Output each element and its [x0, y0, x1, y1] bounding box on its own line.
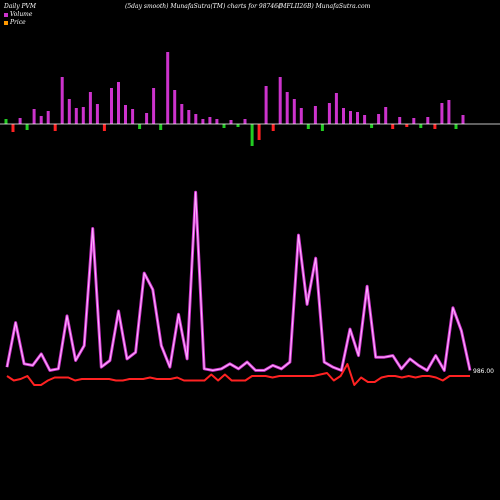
legend-volume-label: Volume [10, 11, 33, 18]
volume-bar [117, 82, 120, 124]
chart-header-center: (5day smooth) MunafaSutra(TM) charts for… [125, 3, 282, 10]
legend-price-swatch [4, 20, 8, 25]
volume-bar [250, 124, 254, 146]
volume-bar [201, 119, 205, 124]
volume-bars [4, 52, 465, 146]
volume-bar [124, 105, 127, 124]
volume-bar [440, 103, 444, 124]
volume-bar [60, 77, 64, 124]
volume-bar [194, 114, 198, 124]
volume-bar [377, 114, 381, 124]
volume-bar [412, 118, 416, 124]
volume-bar [138, 124, 142, 129]
volume-bar [67, 99, 71, 124]
volume-bar [342, 108, 345, 124]
volume-bar [180, 104, 184, 124]
volume-bar [46, 111, 50, 124]
volume-bar [18, 118, 22, 124]
volume-bar [110, 88, 113, 124]
volume-bar [159, 124, 163, 130]
volume-bar [131, 109, 135, 124]
volume-bar [391, 124, 395, 129]
volume-bar [320, 124, 324, 131]
volume-bar [363, 115, 367, 124]
price-line [6, 363, 470, 386]
volume-bar [236, 124, 240, 127]
volume-bar [405, 124, 409, 127]
legend-price: Price [4, 19, 26, 26]
volume-bar [229, 120, 233, 124]
volume-bar [4, 119, 8, 124]
legend-volume-swatch [4, 12, 8, 17]
volume-bar [243, 119, 247, 124]
chart-header-left: Daily PVM [4, 3, 37, 10]
volume-bar [215, 119, 219, 124]
volume-bar [370, 124, 374, 128]
volume-bar [88, 92, 92, 124]
chart-header-right: (MFLII26B) MunafaSutra.com [278, 3, 371, 10]
volume-bar [222, 124, 226, 128]
volume-bar [271, 124, 275, 131]
volume-bar [433, 124, 437, 129]
volume-bar [81, 107, 85, 124]
volume-bar [166, 52, 170, 124]
volume-bar [426, 117, 430, 124]
volume-bar [306, 124, 310, 129]
volume-bar [95, 104, 99, 124]
volume-bar [454, 124, 458, 129]
volume-bar [313, 106, 317, 124]
volume-bar [264, 86, 268, 124]
volume-bar [53, 124, 57, 131]
volume-bar [152, 88, 156, 124]
volume-bar [327, 103, 331, 124]
volume-bar [285, 92, 289, 124]
last-price-label: 986.00 [473, 368, 494, 375]
volume-bar [145, 113, 149, 124]
volume-bar [74, 108, 78, 124]
volume-bar [447, 100, 451, 124]
volume-bar [39, 116, 43, 124]
volume-bar [356, 112, 359, 124]
legend-volume: Volume [4, 11, 32, 18]
volume-bar [208, 117, 212, 124]
volume-bar [292, 99, 296, 124]
volume-bar [173, 90, 177, 124]
volume-bar [349, 111, 352, 124]
volume-bar [398, 117, 402, 124]
volume-bar [419, 124, 423, 128]
volume-bar [25, 124, 29, 130]
volume-bar [384, 107, 388, 124]
volume-bar [257, 124, 261, 140]
pvm-line-outline [5, 190, 472, 372]
volume-bar [32, 109, 36, 124]
volume-bar [461, 115, 465, 124]
volume-bar [278, 77, 282, 124]
volume-bar [187, 110, 191, 124]
legend-price-label: Price [10, 19, 26, 26]
volume-bar [11, 124, 15, 132]
volume-bar [334, 93, 338, 124]
volume-bar [299, 108, 303, 124]
volume-bar [102, 124, 106, 131]
pvm-line [6, 191, 471, 371]
